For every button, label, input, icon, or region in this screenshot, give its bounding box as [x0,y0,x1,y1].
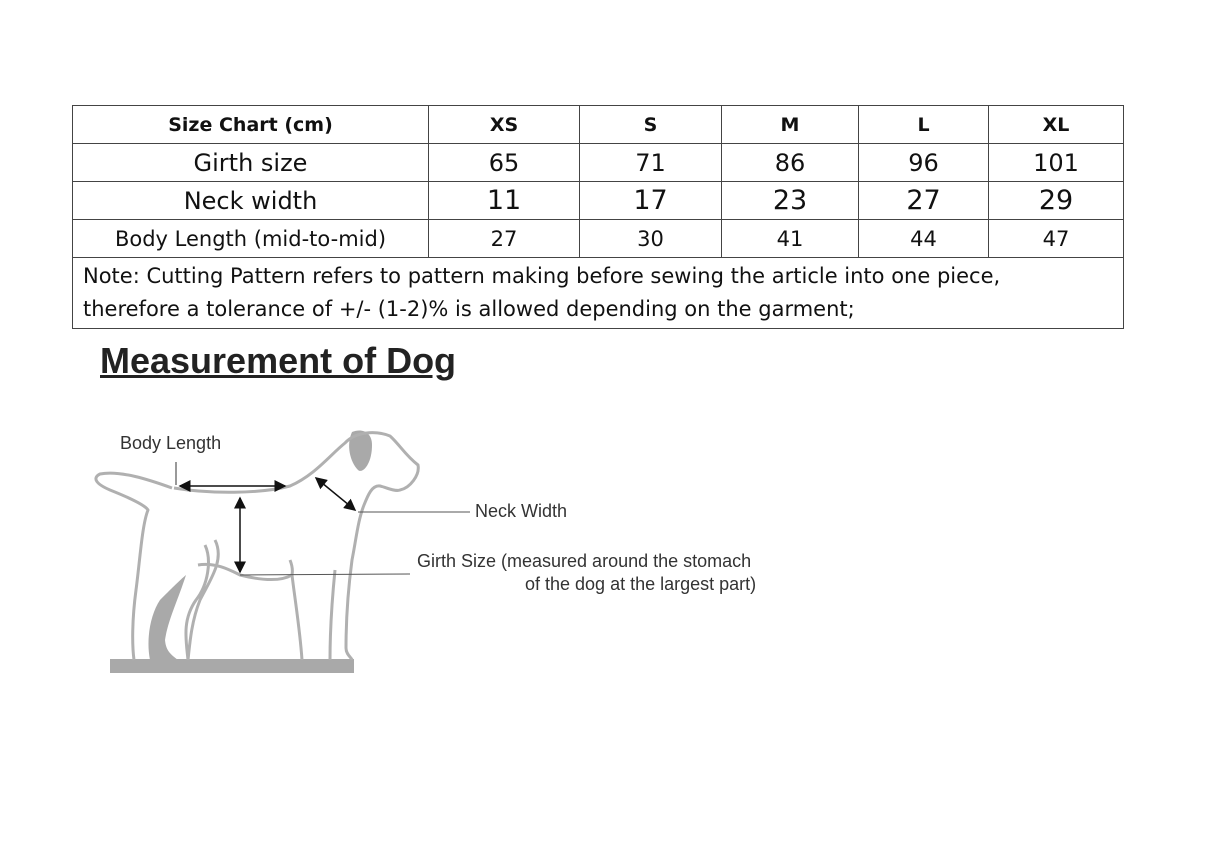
cell: 41 [721,219,859,258]
cell: 29 [988,181,1124,220]
size-chart-table: Size Chart (cm) XS S M L XL Girth size 6… [72,105,1124,329]
neck-width-label: Neck Width [475,501,568,521]
cell: 44 [858,219,989,258]
table-row: Body Length (mid-to-mid) 27 30 41 44 47 [72,219,1124,258]
cell: 30 [579,219,722,258]
dog-outline [94,431,420,661]
header-cell: M [721,105,859,144]
cell: 96 [858,143,989,182]
cell: 101 [988,143,1124,182]
girth-label-line-2: of the dog at the largest part) [525,574,757,594]
note-line-1: Note: Cutting Pattern refers to pattern … [83,264,1001,288]
note-row: Note: Cutting Pattern refers to pattern … [72,257,1124,329]
girth-pointer [239,573,411,576]
note-cell: Note: Cutting Pattern refers to pattern … [72,257,1124,329]
cell: 27 [858,181,989,220]
body-length-label: Body Length [120,433,222,453]
header-cell: XS [428,105,580,144]
girth-label-line-1: Girth Size (measured around the stomach [417,551,752,571]
neck-width-arrow [314,477,357,511]
dog-ear-icon [349,430,372,471]
dog-hind-leg-shade [148,575,186,660]
header-cell: Size Chart (cm) [72,105,429,144]
header-cell: XL [988,105,1124,144]
table-header-row: Size Chart (cm) XS S M L XL [72,105,1124,144]
cell: 65 [428,143,580,182]
cell: 71 [579,143,722,182]
cell: 27 [428,219,580,258]
row-label: Neck width [72,181,429,220]
table-row: Neck width 11 17 23 27 29 [72,181,1124,220]
table-row: Girth size 65 71 86 96 101 [72,143,1124,182]
cell: 86 [721,143,859,182]
row-label: Girth size [72,143,429,182]
row-label: Body Length (mid-to-mid) [72,219,429,258]
cell: 11 [428,181,580,220]
diagram-title: Measurement of Dog [100,340,457,381]
ground [110,659,354,673]
note-line-2: therefore a tolerance of +/- (1-2)% is a… [83,297,855,321]
